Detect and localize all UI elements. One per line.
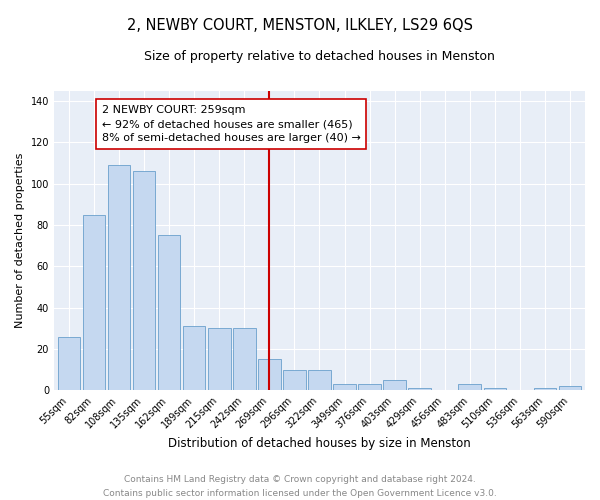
Bar: [358, 384, 381, 390]
Bar: [58, 336, 80, 390]
Title: Size of property relative to detached houses in Menston: Size of property relative to detached ho…: [144, 50, 495, 63]
Bar: [158, 236, 181, 390]
Bar: [383, 380, 406, 390]
Bar: [283, 370, 305, 390]
Bar: [258, 360, 281, 390]
Bar: [108, 165, 130, 390]
Bar: [333, 384, 356, 390]
Bar: [458, 384, 481, 390]
Text: 2 NEWBY COURT: 259sqm
← 92% of detached houses are smaller (465)
8% of semi-deta: 2 NEWBY COURT: 259sqm ← 92% of detached …: [101, 105, 361, 143]
Bar: [308, 370, 331, 390]
Text: Contains HM Land Registry data © Crown copyright and database right 2024.
Contai: Contains HM Land Registry data © Crown c…: [103, 476, 497, 498]
Bar: [233, 328, 256, 390]
Bar: [533, 388, 556, 390]
X-axis label: Distribution of detached houses by size in Menston: Distribution of detached houses by size …: [168, 437, 471, 450]
Bar: [83, 214, 105, 390]
Bar: [559, 386, 581, 390]
Bar: [133, 171, 155, 390]
Text: 2, NEWBY COURT, MENSTON, ILKLEY, LS29 6QS: 2, NEWBY COURT, MENSTON, ILKLEY, LS29 6Q…: [127, 18, 473, 32]
Bar: [183, 326, 205, 390]
Y-axis label: Number of detached properties: Number of detached properties: [15, 152, 25, 328]
Bar: [409, 388, 431, 390]
Bar: [484, 388, 506, 390]
Bar: [208, 328, 230, 390]
